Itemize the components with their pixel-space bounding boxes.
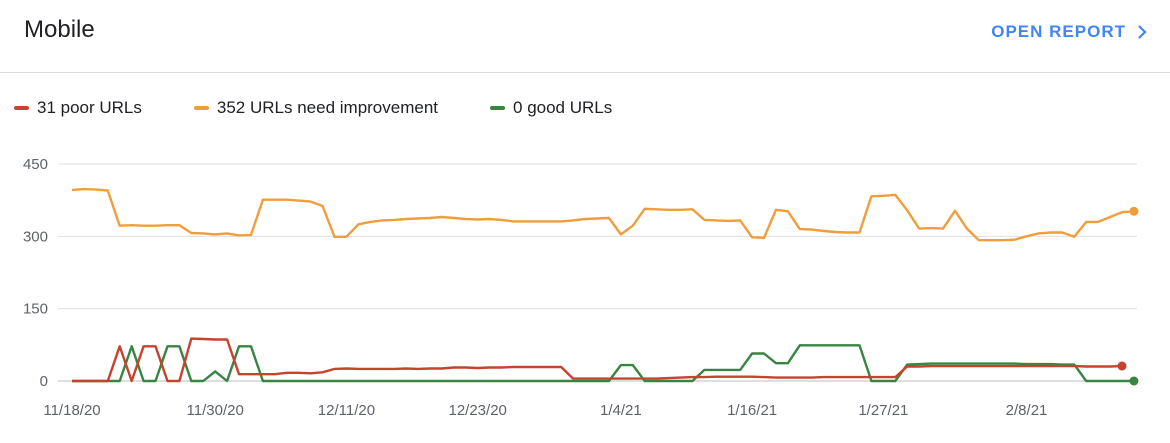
x-tick-label: 2/8/21 (1006, 402, 1048, 419)
legend-item-poor[interactable]: 31 poor URLs (14, 98, 142, 118)
grid-layer: 0 150 300 450 (23, 156, 1137, 390)
open-report-label: OPEN REPORT (991, 22, 1126, 41)
legend-item-need-improvement[interactable]: 352 URLs need improvement (193, 98, 439, 118)
x-tick-label: 1/4/21 (600, 402, 642, 419)
open-report-button[interactable]: OPEN REPORT (991, 22, 1148, 42)
legend-swatch-good (490, 106, 506, 110)
x-tick-label: 1/16/21 (727, 402, 777, 419)
x-tick-label: 12/23/20 (448, 402, 506, 419)
legend-item-good[interactable]: 0 good URLs (490, 98, 612, 118)
y-tick-label: 300 (23, 228, 48, 245)
legend-swatch-need-improvement (193, 106, 209, 110)
chevron-right-icon (1138, 25, 1147, 39)
series-line (72, 344, 1134, 383)
y-tick-label: 450 (23, 156, 48, 173)
legend-label-need-improvement: 352 URLs need improvement (216, 98, 439, 117)
chart-legend: 31 poor URLs 352 URLs need improvement 0… (14, 98, 612, 118)
card-title: Mobile (24, 16, 95, 43)
legend-label-poor: 31 poor URLs (37, 98, 142, 117)
x-tick-label: 12/11/20 (318, 402, 375, 419)
series-end-point (1117, 361, 1127, 371)
series-line (71, 187, 1134, 242)
legend-label-good: 0 good URLs (513, 98, 613, 117)
x-tick-label: 11/18/20 (43, 402, 100, 419)
line-chart: 0 150 300 450 11/18/20 11/30/20 12/11/20 12/23… (23, 156, 1139, 419)
card-header: Mobile OPEN REPORT (0, 0, 1170, 73)
series-end-point (1129, 206, 1139, 216)
y-tick-label: 0 (40, 373, 48, 390)
series-layer (71, 187, 1139, 386)
series-end-point (1129, 376, 1139, 386)
y-tick-label: 150 (23, 301, 48, 318)
x-axis: 11/18/20 11/30/20 12/11/20 12/23/20 1/4/21 1/… (43, 402, 1047, 419)
series-line (72, 337, 1123, 383)
x-tick-label: 1/27/21 (858, 402, 908, 419)
x-tick-label: 11/30/20 (187, 402, 244, 419)
legend-swatch-poor (14, 106, 29, 110)
